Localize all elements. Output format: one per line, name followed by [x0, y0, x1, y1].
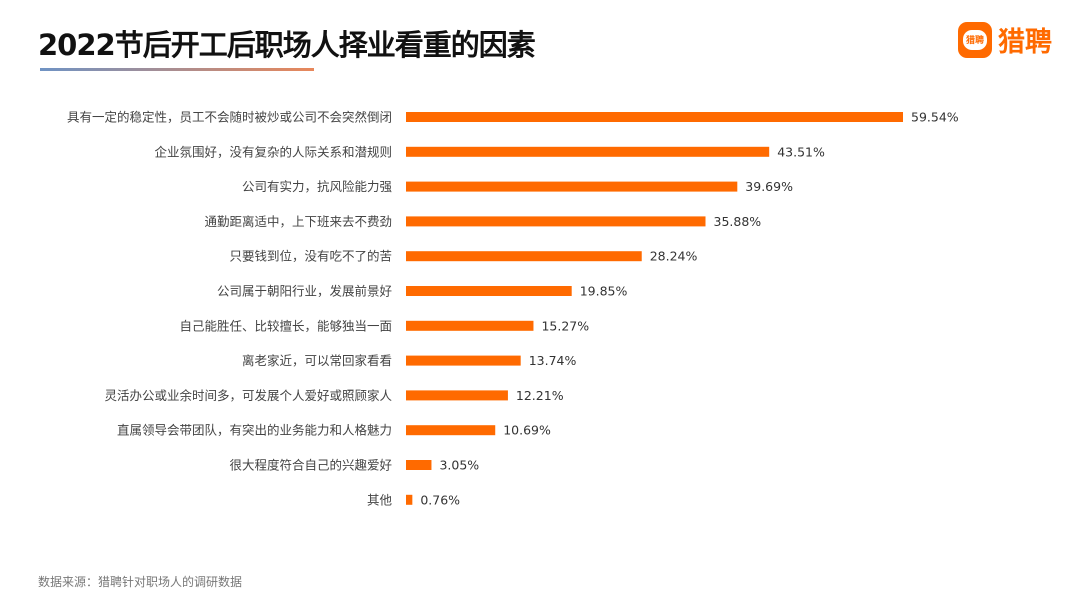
liepin-logo: 猎聘 猎聘: [958, 20, 1052, 59]
title-underline: [40, 68, 314, 71]
bar: [406, 460, 432, 470]
category-label: 公司有实力，抗风险能力强: [242, 179, 393, 194]
bar: [406, 181, 738, 192]
logo-chat-icon: 猎聘: [958, 21, 992, 58]
data-label: 35.88%: [714, 214, 762, 229]
category-label: 很大程度符合自己的兴趣爱好: [229, 458, 392, 473]
data-label: 19.85%: [580, 284, 628, 299]
category-label: 灵活办公或业余时间多，可发展个人爱好或照顾家人: [104, 388, 392, 403]
data-label: 39.69%: [745, 179, 793, 194]
data-label: 15.27%: [541, 318, 589, 333]
bar: [406, 112, 903, 122]
logo-badge-text: 猎聘: [963, 29, 987, 50]
data-label: 43.51%: [777, 144, 825, 159]
logo-text: 猎聘: [998, 27, 1052, 58]
data-label: 28.24%: [650, 249, 698, 264]
bar: [406, 390, 508, 401]
bar: [406, 320, 534, 331]
data-label: 10.69%: [503, 423, 551, 438]
category-label: 直属领导会带团队，有突出的业务能力和人格魅力: [117, 423, 392, 438]
data-label: 59.54%: [911, 110, 959, 125]
category-label: 其他: [367, 492, 393, 507]
category-label: 通勤距离适中，上下班来去不费劲: [204, 214, 392, 229]
bar: [406, 251, 642, 262]
data-label: 0.76%: [420, 492, 460, 507]
category-label: 具有一定的稳定性，员工不会随时被炒或公司不会突然倒闭: [67, 110, 392, 125]
bar: [406, 216, 706, 227]
category-label: 自己能胜任、比较擅长，能够独当一面: [179, 318, 392, 333]
category-label: 企业氛围好，没有复杂的人际关系和潜规则: [154, 144, 392, 159]
bar: [406, 286, 572, 296]
category-label: 只要钱到位，没有吃不了的苦: [229, 249, 392, 264]
bar: [406, 146, 770, 157]
data-label: 13.74%: [529, 353, 577, 368]
bar: [406, 355, 521, 366]
bar: [406, 425, 496, 436]
category-label: 离老家近，可以常回家看看: [242, 353, 392, 368]
source-note: 数据来源：猎聘针对职场人的调研数据: [38, 575, 243, 589]
category-label: 公司属于朝阳行业，发展前景好: [217, 284, 392, 299]
data-label: 12.21%: [516, 388, 564, 403]
page-title: 2022节后开工后职场人择业看重的因素: [38, 28, 536, 62]
bar: [406, 494, 413, 505]
data-label: 3.05%: [439, 458, 479, 473]
